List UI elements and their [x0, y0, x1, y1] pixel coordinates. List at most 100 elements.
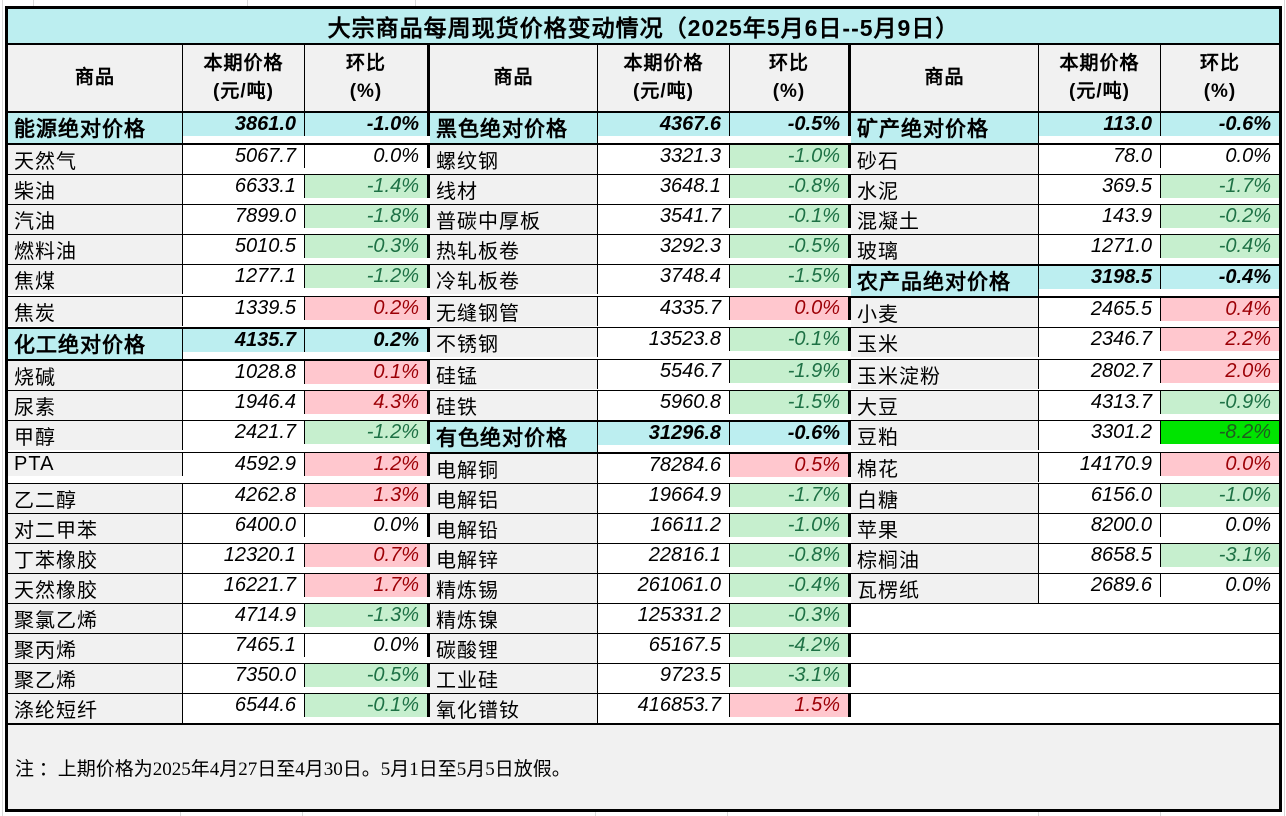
table-row: 燃料油 5010.5 -0.3% 热轧板卷 3292.3 -0.5% 玻璃 1271.0 -0.… [8, 234, 1279, 264]
cell-change-pct: -0.4% [730, 573, 851, 597]
header-change: 环比 (%) [730, 45, 851, 111]
table-title: 大宗商品每周现货价格变动情况（2025年5月6日--5月9日） [8, 9, 1279, 45]
cell-commodity: 砂石 [851, 143, 1039, 174]
cell-price: 4592.9 [183, 452, 305, 476]
cell-change-pct: 0.1% [305, 359, 430, 384]
cell-commodity: 水泥 [851, 174, 1039, 204]
table-row: 天然气 5067.7 0.0% 螺纹钢 3321.3 -1.0% 砂石 78.0 0.0% [8, 143, 1279, 174]
cell-change-pct [1161, 693, 1279, 694]
header-price: 本期价格 (元/吨) [1039, 45, 1161, 111]
table-row: 能源绝对价格 3861.0 -1.0% 黑色绝对价格 4367.6 -0.5% 矿产绝对价格… [8, 113, 1279, 143]
cell-change-pct: 2.0% [1161, 359, 1279, 383]
cell-commodity: 天然气 [8, 143, 183, 174]
cell-change-pct: -0.6% [1161, 113, 1279, 136]
cell-change-pct: -0.3% [305, 234, 430, 258]
cell-price: 8200.0 [1039, 513, 1161, 537]
cell-commodity: 精炼镍 [430, 603, 598, 633]
cell-change-pct: -1.5% [730, 264, 851, 288]
cell-price: 6544.6 [183, 693, 305, 717]
cell-commodity: 农产品绝对价格 [851, 264, 1039, 296]
cell-commodity: 电解铅 [430, 513, 598, 543]
cell-commodity: 棉花 [851, 452, 1039, 482]
cell-change-pct: -1.8% [305, 204, 430, 228]
cell-price: 3748.4 [598, 264, 730, 288]
cell-commodity: 苹果 [851, 513, 1039, 543]
cell-price: 3648.1 [598, 174, 730, 198]
cell-commodity: 硅铁 [430, 390, 598, 420]
cell-commodity: 白糖 [851, 483, 1039, 513]
cell-change-pct: -1.2% [305, 420, 430, 444]
cell-price [1039, 693, 1161, 694]
table-row: 汽油 7899.0 -1.8% 普碳中厚板 3541.7 -0.1% 混凝土 143.9 -0.… [8, 204, 1279, 234]
cell-change-pct: -0.2% [1161, 204, 1279, 228]
table-row: 天然橡胶 16221.7 1.7% 精炼锡 261061.0 -0.4% 瓦楞纸 2689.6… [8, 573, 1279, 603]
cell-price: 1271.0 [1039, 234, 1161, 258]
cell-change-pct: -1.3% [305, 603, 430, 627]
cell-price: 31296.8 [598, 420, 730, 445]
cell-change-pct: -0.8% [730, 543, 851, 567]
cell-commodity [851, 663, 1039, 664]
table-row: 涤纶短纤 6544.6 -0.1% 氧化镨钕 416853.7 1.5% [8, 693, 1279, 723]
cell-price: 5010.5 [183, 234, 305, 258]
cell-commodity [851, 633, 1039, 634]
table-row: 对二甲苯 6400.0 0.0% 电解铅 16611.2 -1.0% 苹果 8200.0 0.0… [8, 513, 1279, 543]
cell-price: 5960.8 [598, 390, 730, 414]
cell-price: 7899.0 [183, 204, 305, 228]
cell-change-pct: 0.0% [730, 296, 851, 320]
cell-commodity: 冷轧板卷 [430, 264, 598, 294]
cell-commodity: 柴油 [8, 174, 183, 204]
cell-change-pct: -0.1% [305, 693, 430, 717]
sheet-gridline [727, 812, 728, 816]
header-change: 环比 (%) [305, 45, 430, 111]
cell-price: 3301.2 [1039, 420, 1161, 444]
cell-price: 369.5 [1039, 174, 1161, 198]
cell-commodity: 电解铝 [430, 483, 598, 513]
table-row: 柴油 6633.1 -1.4% 线材 3648.1 -0.8% 水泥 369.5 -1.7% [8, 174, 1279, 204]
cell-price: 16221.7 [183, 573, 305, 597]
cell-price: 7465.1 [183, 633, 305, 657]
table-row: 烧碱 1028.8 0.1% 硅锰 5546.7 -1.9% 玉米淀粉 2802.7 2.0% [8, 359, 1279, 390]
table-body: 能源绝对价格 3861.0 -1.0% 黑色绝对价格 4367.6 -0.5% 矿产绝对价格… [8, 113, 1279, 723]
cell-price: 9723.5 [598, 663, 730, 687]
cell-change-pct: -0.5% [730, 234, 851, 258]
table-row: 丁苯橡胶 12320.1 0.7% 电解锌 22816.1 -0.8% 棕榈油 8658.5-… [8, 543, 1279, 573]
cell-change-pct: -1.7% [730, 483, 851, 507]
sheet-gridline [595, 812, 596, 816]
cell-price [1039, 633, 1161, 634]
cell-commodity [851, 693, 1039, 694]
cell-commodity: 螺纹钢 [430, 143, 598, 174]
cell-change-pct: -0.5% [305, 663, 430, 687]
cell-change-pct: -0.8% [730, 174, 851, 198]
cell-change-pct: 0.0% [1161, 513, 1279, 537]
cell-price: 1339.5 [183, 296, 305, 320]
cell-change-pct: 0.7% [305, 543, 430, 567]
cell-price: 1277.1 [183, 264, 305, 288]
cell-price: 416853.7 [598, 693, 730, 717]
cell-price [1039, 603, 1161, 604]
cell-commodity: 能源绝对价格 [8, 113, 183, 143]
header-price: 本期价格 (元/吨) [183, 45, 305, 111]
cell-change-pct: 0.5% [730, 452, 851, 477]
cell-price: 143.9 [1039, 204, 1161, 228]
cell-commodity: 燃料油 [8, 234, 183, 264]
cell-commodity: 瓦楞纸 [851, 573, 1039, 603]
cell-change-pct: 4.3% [305, 390, 430, 414]
cell-price: 22816.1 [598, 543, 730, 567]
cell-commodity: 丁苯橡胶 [8, 543, 183, 573]
cell-commodity: 矿产绝对价格 [851, 113, 1039, 143]
cell-commodity: 乙二醇 [8, 483, 183, 513]
cell-change-pct: 2.2% [1161, 327, 1279, 351]
cell-price: 2802.7 [1039, 359, 1161, 383]
table-row: 甲醇 2421.7 -1.2% 有色绝对价格 31296.8 -0.6% 豆粕 3301.2-… [8, 420, 1279, 452]
footnote: 注 ：上期价格为2025年4月27日至4月30日。5月1日至5月5日放假。 [8, 723, 1279, 809]
cell-price: 78284.6 [598, 452, 730, 477]
cell-change-pct: -0.4% [1161, 264, 1279, 289]
sheet-gridline [415, 0, 416, 6]
cell-commodity: 尿素 [8, 390, 183, 420]
cell-change-pct: 1.3% [305, 483, 430, 507]
cell-commodity: 对二甲苯 [8, 513, 183, 543]
cell-commodity: 涤纶短纤 [8, 693, 183, 723]
table-row: 聚丙烯 7465.1 0.0% 碳酸锂 65167.5 -4.2% [8, 633, 1279, 663]
cell-commodity: 聚氯乙烯 [8, 603, 183, 633]
cell-price: 4367.6 [598, 113, 730, 136]
